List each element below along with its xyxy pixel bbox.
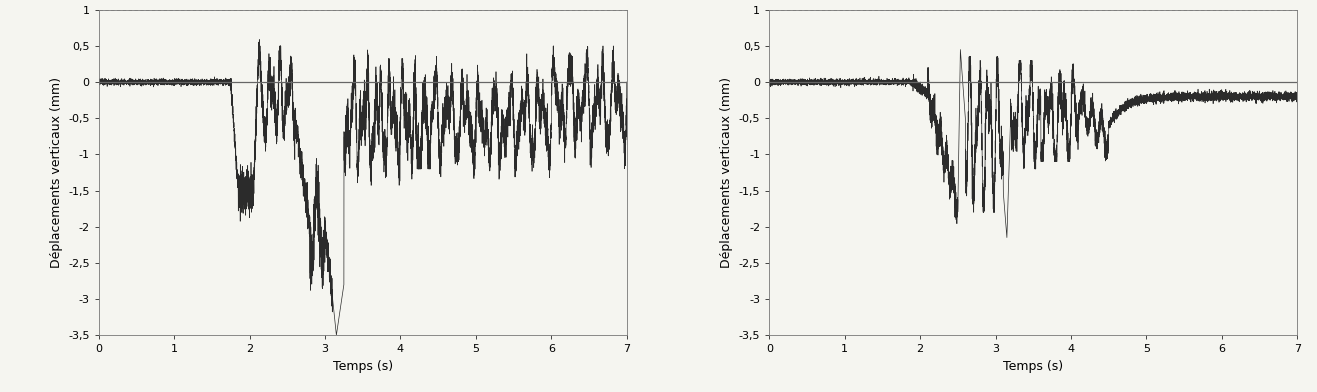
Y-axis label: Déplacements verticaux (mm): Déplacements verticaux (mm)	[50, 77, 63, 268]
X-axis label: Temps (s): Temps (s)	[1004, 360, 1063, 373]
Y-axis label: Déplacements verticaux (mm): Déplacements verticaux (mm)	[720, 77, 734, 268]
X-axis label: Temps (s): Temps (s)	[333, 360, 392, 373]
